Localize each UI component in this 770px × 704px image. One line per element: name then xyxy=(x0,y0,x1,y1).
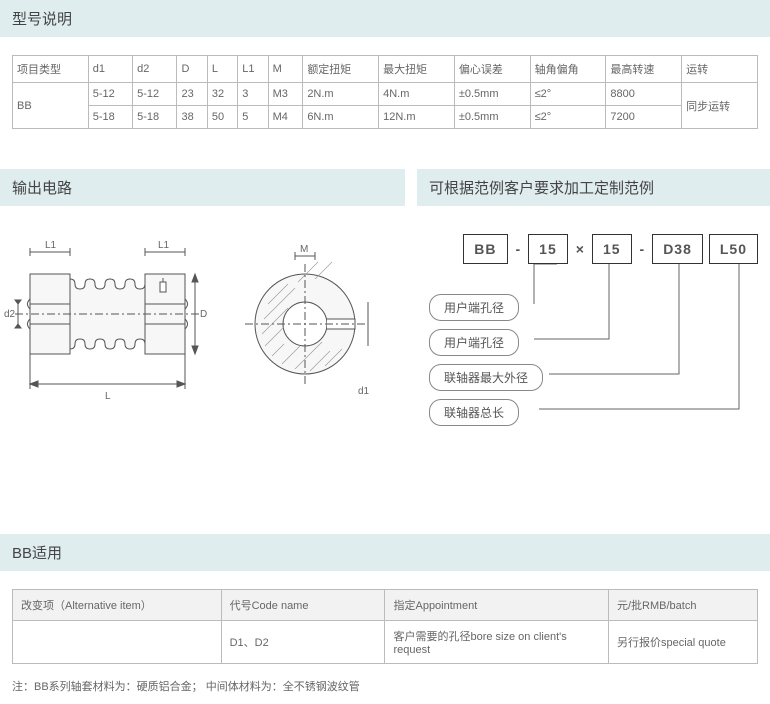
cell: 50 xyxy=(207,106,237,129)
th: 偏心误差 xyxy=(454,56,530,83)
table-row: 5-18 5-18 38 50 5 M4 6N.m 12N.m ±0.5mm ≤… xyxy=(13,106,758,129)
code-box: D38 xyxy=(652,234,703,264)
svg-text:M: M xyxy=(300,244,308,255)
code-sep: - xyxy=(638,241,647,257)
table-row: D1、D2 客户需要的孔径bore size on client's reque… xyxy=(13,621,758,664)
svg-text:d1: d1 xyxy=(358,386,370,397)
table-row: 改变项（Alternative item） 代号Code name 指定Appo… xyxy=(13,590,758,621)
th: D xyxy=(177,56,207,83)
cell: 3 xyxy=(238,83,268,106)
cell: 7200 xyxy=(606,106,682,129)
th: L1 xyxy=(238,56,268,83)
cell: ≤2° xyxy=(530,83,606,106)
code-box: BB xyxy=(463,234,507,264)
cell: M3 xyxy=(268,83,303,106)
cell: 2N.m xyxy=(303,83,379,106)
cell: 改变项（Alternative item） xyxy=(13,590,222,621)
code-sep: × xyxy=(574,241,586,257)
code-sep: - xyxy=(514,241,523,257)
cell-run: 同步运转 xyxy=(682,83,758,129)
spec-header-row: 项目类型 d1 d2 D L L1 M 额定扭矩 最大扭矩 偏心误差 轴角偏角 … xyxy=(13,56,758,83)
cell: 指定Appointment xyxy=(385,590,609,621)
cell: 5 xyxy=(238,106,268,129)
cell: 5-12 xyxy=(88,83,132,106)
th: 运转 xyxy=(682,56,758,83)
th: 额定扭矩 xyxy=(303,56,379,83)
spec-table: 项目类型 d1 d2 D L L1 M 额定扭矩 最大扭矩 偏心误差 轴角偏角 … xyxy=(12,55,758,129)
cell: 8800 xyxy=(606,83,682,106)
code-box: L50 xyxy=(709,234,758,264)
cell: 5-18 xyxy=(88,106,132,129)
section-header-circuit: 输出电路 xyxy=(0,169,405,206)
th: d2 xyxy=(133,56,177,83)
cell: M4 xyxy=(268,106,303,129)
cell: 元/批RMB/batch xyxy=(608,590,757,621)
cell xyxy=(13,621,222,664)
cell: 23 xyxy=(177,83,207,106)
apply-table: 改变项（Alternative item） 代号Code name 指定Appo… xyxy=(12,589,758,664)
cell: 6N.m xyxy=(303,106,379,129)
section-header-custom: 可根据范例客户要求加工定制范例 xyxy=(417,169,770,206)
callout-label: 用户端孔径 xyxy=(429,329,519,356)
cell: 12N.m xyxy=(379,106,455,129)
engineering-diagram: L1 L1 xyxy=(0,224,405,424)
th: d1 xyxy=(88,56,132,83)
section-header-apply: BB适用 xyxy=(0,534,770,571)
cell: 38 xyxy=(177,106,207,129)
svg-text:D: D xyxy=(200,309,207,320)
code-box: 15 xyxy=(528,234,568,264)
cell-type: BB xyxy=(13,83,89,129)
th: 最高转速 xyxy=(606,56,682,83)
table-row: BB 5-12 5-12 23 32 3 M3 2N.m 4N.m ±0.5mm… xyxy=(13,83,758,106)
cell: 客户需要的孔径bore size on client's request xyxy=(385,621,609,664)
th: 项目类型 xyxy=(13,56,89,83)
cell: ≤2° xyxy=(530,106,606,129)
footnote: 注：BB系列轴套材料为：硬质铝合金； 中间体材料为：全不锈钢波纹管 xyxy=(12,674,758,698)
coupling-side-view-icon: L1 L1 xyxy=(0,234,220,414)
order-code-row: BB - 15 × 15 - D38 L50 xyxy=(429,234,758,264)
cell: 32 xyxy=(207,83,237,106)
callout-label: 联轴器总长 xyxy=(429,399,519,426)
cell: 4N.m xyxy=(379,83,455,106)
cell: 代号Code name xyxy=(221,590,385,621)
cell: ±0.5mm xyxy=(454,106,530,129)
cell: 5-18 xyxy=(133,106,177,129)
cell: D1、D2 xyxy=(221,621,385,664)
cell: ±0.5mm xyxy=(454,83,530,106)
svg-text:L1: L1 xyxy=(158,240,170,251)
svg-text:d2: d2 xyxy=(4,309,16,320)
th: 最大扭矩 xyxy=(379,56,455,83)
th: L xyxy=(207,56,237,83)
code-box: 15 xyxy=(592,234,632,264)
section-header-model: 型号说明 xyxy=(0,0,770,37)
callout-label: 用户端孔径 xyxy=(429,294,519,321)
coupling-front-view-icon: M xyxy=(240,234,370,414)
cell: 5-12 xyxy=(133,83,177,106)
th: 轴角偏角 xyxy=(530,56,606,83)
svg-text:L: L xyxy=(105,391,111,402)
svg-text:L1: L1 xyxy=(45,240,57,251)
callout-diagram: 用户端孔径 用户端孔径 联轴器最大外径 联轴器总长 xyxy=(429,294,758,494)
cell: 另行报价special quote xyxy=(608,621,757,664)
th: M xyxy=(268,56,303,83)
callout-label: 联轴器最大外径 xyxy=(429,364,543,391)
